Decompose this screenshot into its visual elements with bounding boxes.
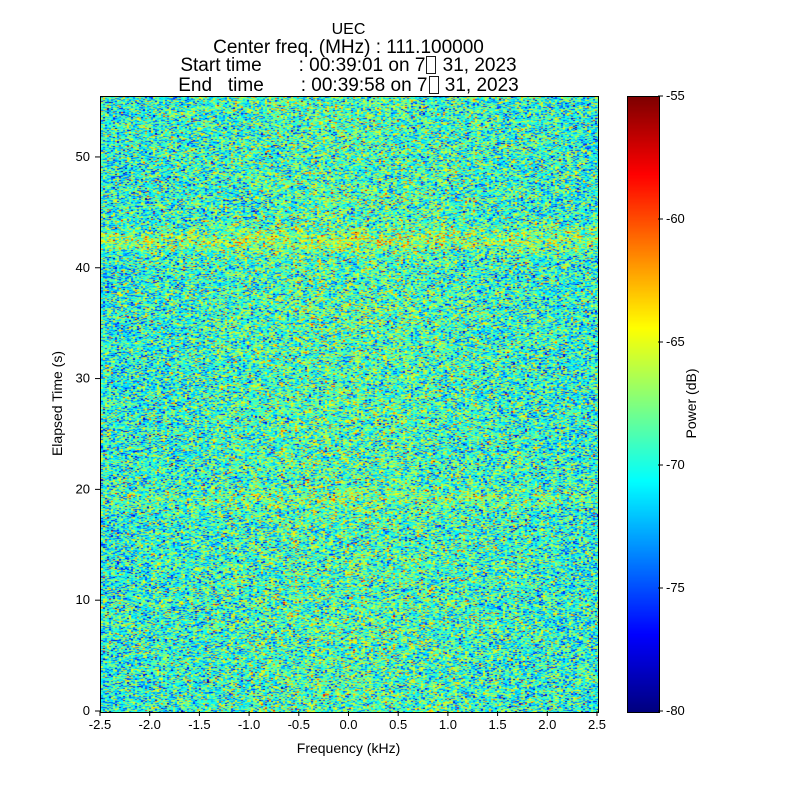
svg-text:0.5: 0.5 [389,717,407,732]
svg-text:2.0: 2.0 [538,717,556,732]
svg-text:1.0: 1.0 [439,717,457,732]
svg-text:-75: -75 [666,580,685,595]
svg-text:1.5: 1.5 [489,717,507,732]
svg-text:Elapsed Time (s): Elapsed Time (s) [49,351,65,456]
svg-text:Power (dB): Power (dB) [683,368,699,438]
svg-text:-60: -60 [666,211,685,226]
svg-text:2.5: 2.5 [588,717,606,732]
svg-text:0.0: 0.0 [339,717,357,732]
svg-text:Frequency (kHz): Frequency (kHz) [297,740,400,756]
svg-text:-1.5: -1.5 [188,717,210,732]
svg-text:-2.5: -2.5 [89,717,111,732]
svg-text:30: 30 [76,371,90,386]
svg-text:40: 40 [76,260,90,275]
svg-text:0: 0 [83,703,90,718]
svg-text:20: 20 [76,481,90,496]
svg-text:-0.5: -0.5 [288,717,310,732]
svg-text:-65: -65 [666,334,685,349]
svg-text:-70: -70 [666,457,685,472]
svg-text:10: 10 [76,592,90,607]
svg-text:50: 50 [76,149,90,164]
svg-text:-80: -80 [666,703,685,718]
svg-text:-2.0: -2.0 [138,717,160,732]
svg-text:-1.0: -1.0 [238,717,260,732]
svg-text:-55: -55 [666,88,685,103]
